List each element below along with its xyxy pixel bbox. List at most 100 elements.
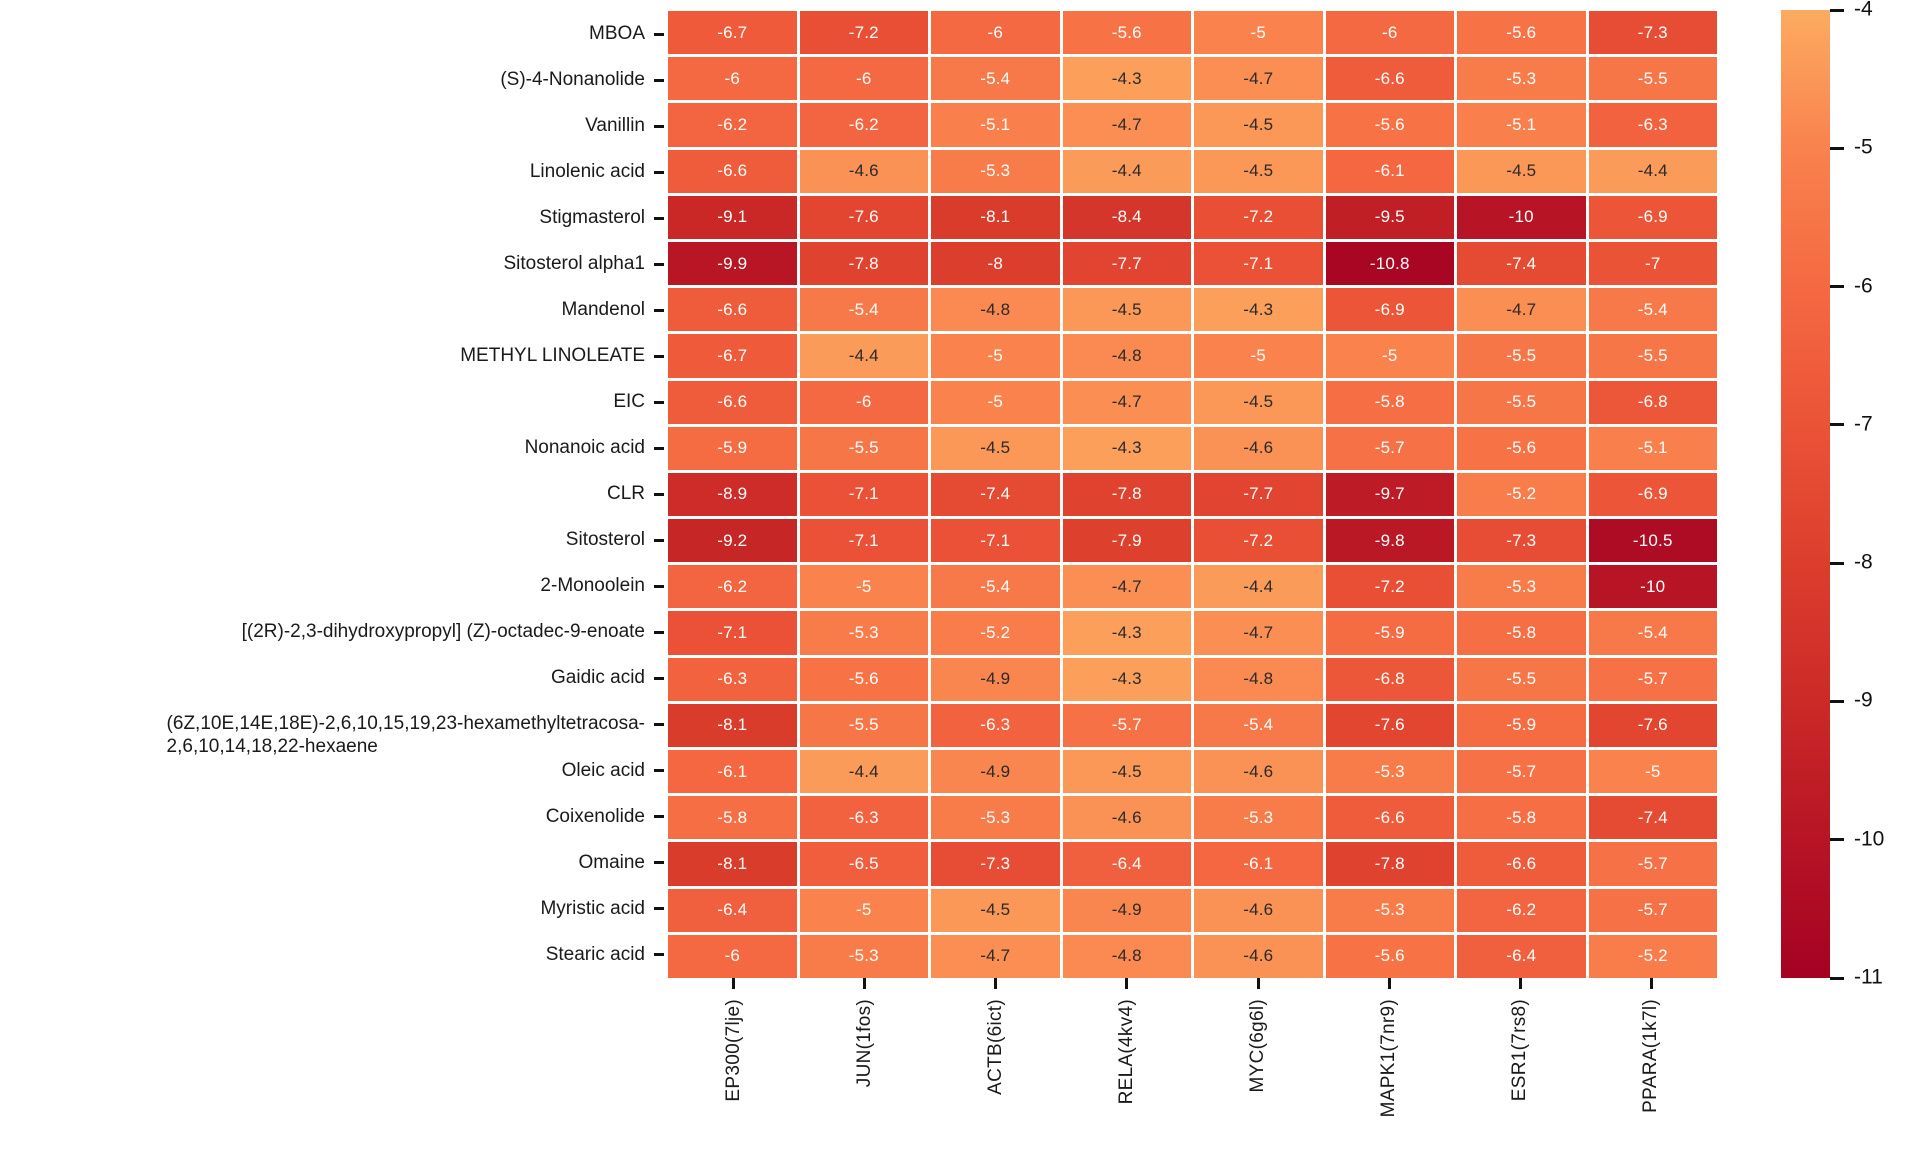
row-label-text: MBOA [589,22,645,44]
column-label-text: JUN(1fos) [853,999,875,1088]
heatmap-cell: -9.9 [668,241,797,286]
heatmap-cell: -6 [668,934,797,978]
colorbar-tick-label: -8 [1854,550,1873,574]
heatmap-cell: -5.3 [1325,888,1454,932]
heatmap-cell: -9.2 [668,519,797,563]
heatmap-cell: -8.1 [668,703,797,748]
heatmap-cell: -7.1 [799,472,928,517]
row-label-text: Sitosterol [565,529,645,551]
heatmap-cell: -5.3 [1194,796,1323,840]
heatmap-cell: -7 [1588,241,1717,286]
colorbar-tick-label: -7 [1854,412,1873,436]
column-label-text: PPARA(1k7l) [1640,999,1662,1113]
heatmap-cell: -4.5 [1194,380,1323,424]
row-label-text: Sitosterol alpha1 [503,253,645,275]
column-label-text: MAPK1(7nr9) [1378,999,1400,1118]
colorbar-tick [1830,976,1844,980]
heatmap-cell: -5.2 [931,611,1060,655]
heatmap-cell: -7.9 [1062,519,1191,563]
heatmap-cell: -5 [799,565,928,609]
heatmap-cell: -6.4 [1457,934,1586,978]
heatmap-cell: -10.8 [1325,241,1454,286]
heatmap-cell: -8.1 [668,842,797,886]
row-label: MBOA [0,11,664,57]
colorbar-tick [1830,285,1844,289]
heatmap-cell: -5.5 [1457,334,1586,378]
heatmap-cell: -7.3 [931,842,1060,886]
heatmap-cell: -5.8 [1457,796,1586,840]
row-label-text: Vanillin [585,114,645,136]
heatmap-cell: -9.7 [1325,472,1454,517]
heatmap-cell: -7.8 [1325,842,1454,886]
colorbar [1781,10,1830,978]
column-label-text: MYC(6g6l) [1247,999,1269,1093]
colorbar-tick [1830,699,1844,703]
heatmap-cell: -7.7 [1062,241,1191,286]
column-label: ACTB(6ict) [930,978,1061,1166]
colorbar-tick-label: -4 [1854,0,1873,21]
x-axis-tick [732,978,736,989]
colorbar-tick-label: -10 [1854,827,1885,851]
y-axis-tick [654,354,664,358]
heatmap-cell: -4.3 [1194,288,1323,332]
heatmap-cell: -4.9 [1062,888,1191,932]
heatmap-cell: -4.9 [931,750,1060,794]
heatmap-cell: -6.8 [1588,380,1717,424]
y-axis-tick [654,861,664,865]
heatmap-cell: -5.4 [1588,288,1717,332]
heatmap-cell: -6.4 [668,888,797,932]
heatmap-cell: -4.7 [1062,565,1191,609]
y-axis-tick [654,262,664,266]
heatmap-cell: -7.1 [668,611,797,655]
y-axis-tick [654,907,664,911]
heatmap-cell: -5 [1588,750,1717,794]
heatmap-cell: -4.4 [1588,149,1717,193]
heatmap-cell: -4.3 [1062,611,1191,655]
heatmap-cell: -8 [931,241,1060,286]
heatmap-cell: -6.2 [668,565,797,609]
row-label: Stigmasterol [0,195,664,241]
heatmap-cell: -5 [931,380,1060,424]
column-label: EP300(7lje) [668,978,799,1166]
heatmap-cell: -5.7 [1588,657,1717,701]
heatmap-cell: -5.3 [931,796,1060,840]
row-label: (6Z,10E,14E,18E)-2,6,10,15,19,23-hexamet… [0,702,664,757]
row-label-text: Nonanoic acid [524,437,645,459]
colorbar-tick-label: -6 [1854,274,1873,298]
heatmap-cell: -5.5 [1588,334,1717,378]
heatmap-cell: -4.9 [931,657,1060,701]
heatmap-cell: -5.4 [931,565,1060,609]
heatmap-cell: -7.3 [1588,11,1717,55]
row-label: EIC [0,379,664,425]
heatmap-cell: -4.5 [1062,288,1191,332]
row-label-text: [(2R)-2,3-dihydroxypropyl] (Z)-octadec-9… [241,621,645,643]
heatmap-cell: -7.3 [1457,519,1586,563]
heatmap-cell: -7.6 [1588,703,1717,748]
y-axis-row-labels: MBOA (S)-4-Nonanolide Vanillin Linolenic ac… [0,11,664,978]
heatmap-cell: -7.4 [1588,796,1717,840]
row-label-text: Linolenic acid [529,160,645,182]
heatmap-cell: -5.5 [1588,57,1717,101]
heatmap-cell: -5.3 [799,934,928,978]
row-label: CLR [0,471,664,517]
y-axis-tick [654,539,664,543]
heatmap-cell: -6.2 [668,103,797,147]
heatmap-cell: -6.4 [1062,842,1191,886]
y-axis-tick [654,32,664,36]
row-label-text: Mandenol [561,299,645,321]
row-label-text: Coixenolide [545,805,645,827]
heatmap-cell: -7.7 [1194,472,1323,517]
heatmap-cell: -4.7 [1062,380,1191,424]
colorbar-tick-label: -9 [1854,688,1873,712]
x-axis-tick [994,978,998,989]
row-label: Sitosterol alpha1 [0,241,664,287]
row-label: 2-Monoolein [0,564,664,610]
row-label-text: Myristic acid [540,897,645,919]
heatmap-cell: -6.3 [931,703,1060,748]
colorbar-tick [1830,561,1844,565]
heatmap-cell: -5 [931,334,1060,378]
heatmap-cell: -7.8 [799,241,928,286]
heatmap-cell: -5.6 [1325,934,1454,978]
y-axis-tick [654,446,664,450]
